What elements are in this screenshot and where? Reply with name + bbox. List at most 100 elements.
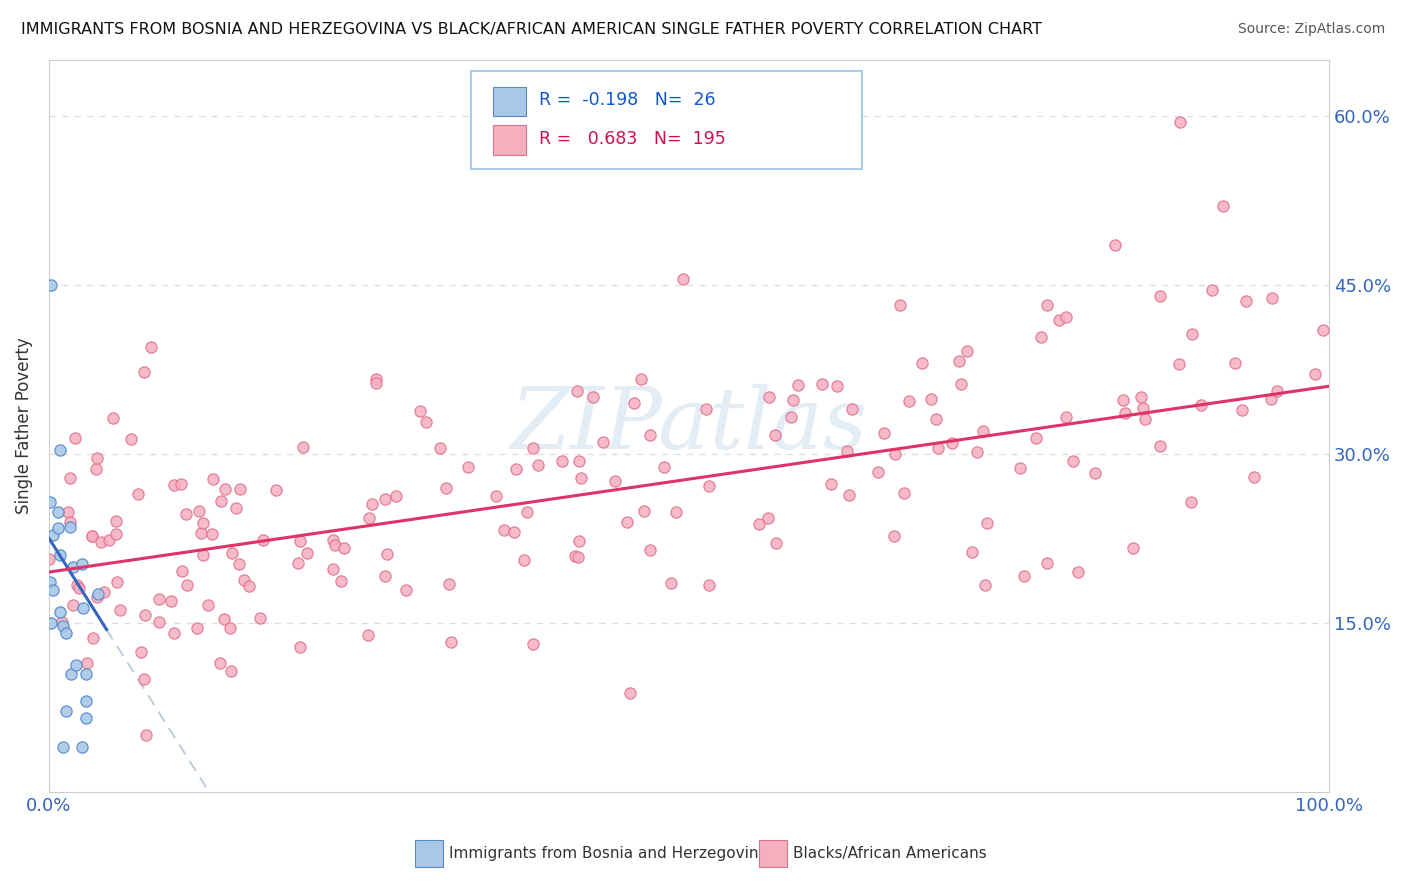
Point [67, 581, 90, 595]
Point [976, 516, 998, 530]
Point [972, 424, 994, 438]
Point [59, 471, 82, 485]
Text: Blacks/African Americans: Blacks/African Americans [793, 847, 987, 861]
Point [440, 634, 463, 648]
Point [134, 607, 156, 622]
Text: Immigrants from Bosnia and Herzegovina: Immigrants from Bosnia and Herzegovina [449, 847, 768, 861]
Point [665, 505, 688, 519]
Point [208, 656, 231, 670]
Point [288, 640, 311, 654]
Point [948, 354, 970, 368]
Point [522, 637, 544, 651]
Point [46, 521, 69, 535]
Point [1084, 466, 1107, 480]
Bar [494, 87, 526, 116]
Point [697, 578, 720, 592]
Point [55, 705, 77, 719]
Point [429, 441, 451, 455]
Point [38, 552, 60, 566]
Point [671, 272, 693, 286]
Point [249, 611, 271, 625]
Point [1066, 565, 1088, 579]
Point [84, 462, 107, 476]
Point [76, 656, 98, 670]
Point [295, 546, 318, 560]
Point [415, 415, 437, 429]
Point [1261, 292, 1284, 306]
Point [568, 453, 591, 467]
Point [1062, 453, 1084, 467]
Point [949, 377, 972, 392]
Point [190, 526, 212, 541]
Point [135, 728, 157, 742]
Point [1149, 289, 1171, 303]
Point [333, 541, 356, 556]
Point [1168, 114, 1191, 128]
Point [176, 578, 198, 592]
Point [385, 489, 408, 503]
Point [1230, 402, 1253, 417]
Point [513, 553, 536, 567]
Point [238, 579, 260, 593]
Point [75, 693, 97, 707]
Point [252, 533, 274, 548]
Point [221, 546, 243, 560]
Point [659, 575, 682, 590]
Point [1054, 310, 1077, 324]
Point [567, 384, 589, 399]
Point [1181, 327, 1204, 342]
Point [652, 459, 675, 474]
Point [52, 619, 75, 633]
Point [90, 535, 112, 549]
Point [377, 547, 399, 561]
Point [364, 376, 387, 390]
Point [1303, 367, 1326, 381]
Point [1167, 357, 1189, 371]
Point [1047, 313, 1070, 327]
Point [825, 379, 848, 393]
Point [395, 583, 418, 598]
Text: R =   0.683   N=  195: R = 0.683 N= 195 [540, 129, 725, 148]
Point [1189, 398, 1212, 412]
Point [1267, 384, 1289, 398]
Point [619, 686, 641, 700]
Point [39, 615, 62, 630]
Point [212, 612, 235, 626]
Point [323, 538, 346, 552]
Point [188, 504, 211, 518]
Point [39, 278, 62, 293]
Point [86, 451, 108, 466]
Point [82, 529, 104, 543]
Point [59, 520, 82, 534]
Point [1180, 495, 1202, 509]
Point [409, 404, 432, 418]
Point [966, 444, 988, 458]
Point [434, 481, 457, 495]
Point [782, 393, 804, 408]
Point [62, 598, 84, 612]
Point [638, 543, 661, 558]
Text: Source: ZipAtlas.com: Source: ZipAtlas.com [1237, 22, 1385, 37]
Point [58, 515, 80, 529]
Point [893, 485, 915, 500]
Point [616, 515, 638, 529]
Point [623, 396, 645, 410]
Point [564, 549, 586, 564]
Point [911, 356, 934, 370]
Point [292, 440, 315, 454]
Point [765, 535, 787, 549]
Point [457, 460, 479, 475]
Point [41, 582, 63, 597]
Point [93, 584, 115, 599]
Point [108, 602, 131, 616]
Point [883, 529, 905, 543]
Point [920, 392, 942, 406]
Point [605, 474, 627, 488]
Point [630, 372, 652, 386]
Point [288, 534, 311, 549]
Point [1135, 411, 1157, 425]
Point [197, 599, 219, 613]
Point [439, 577, 461, 591]
Point [201, 472, 224, 486]
Point [105, 575, 128, 590]
